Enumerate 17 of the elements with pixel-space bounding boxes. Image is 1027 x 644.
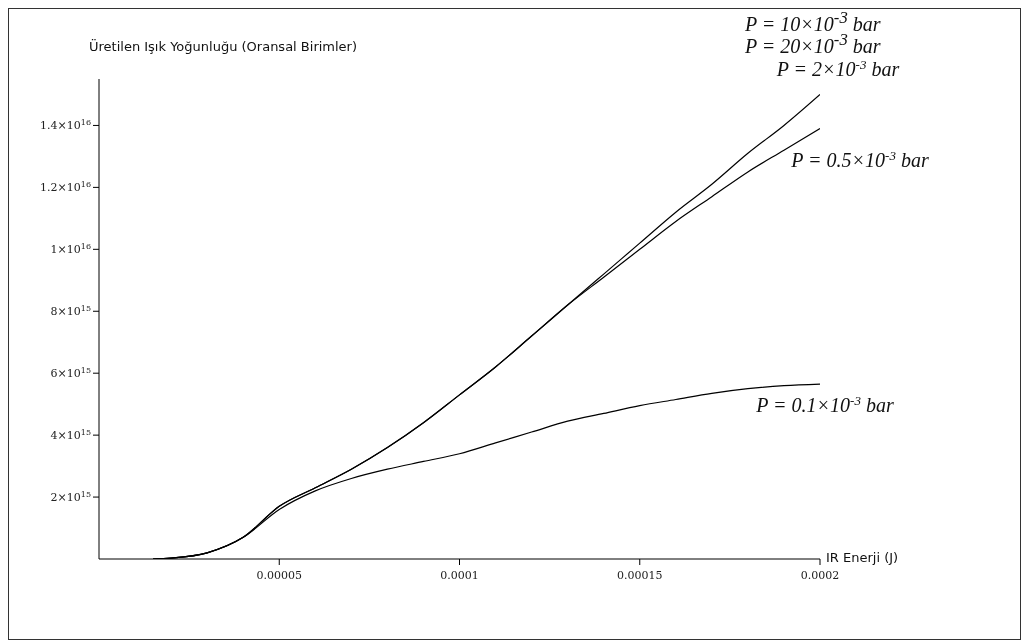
y-tick-label: 8×10$^{15}$ xyxy=(50,303,91,319)
text: P = 20×10$^{-3}$ bar xyxy=(745,30,881,58)
y-tick-label: 1.2×10$^{16}$ xyxy=(40,179,91,195)
x-axis-title: IR Enerji (J) xyxy=(826,550,899,565)
x-tick-label: 0.00015 xyxy=(617,569,663,582)
y-tick-label: 6×10$^{15}$ xyxy=(50,365,91,381)
y-tick-label: 1×10$^{16}$ xyxy=(50,241,91,257)
series-label: P = 0.5×10$^{-3}$ bar xyxy=(790,147,929,171)
x-tick-label: 0.0001 xyxy=(440,569,479,582)
y-axis-title: Üretilen Işık Yoğunluğu (Oransal Birimler) xyxy=(89,39,358,54)
x-tick-label: 0.00005 xyxy=(256,569,302,582)
y-tick-label: 4×10$^{15}$ xyxy=(50,427,91,443)
series-label: P = 2×10$^{-3}$ bar xyxy=(775,56,900,81)
y-tick-label: 1.4×10$^{16}$ xyxy=(40,117,91,133)
series-label: P = 0.1×10$^{-3}$ bar xyxy=(755,392,894,417)
x-tick-label: 0.0002 xyxy=(800,569,840,582)
y-tick-label: 2×10$^{15}$ xyxy=(50,489,91,505)
